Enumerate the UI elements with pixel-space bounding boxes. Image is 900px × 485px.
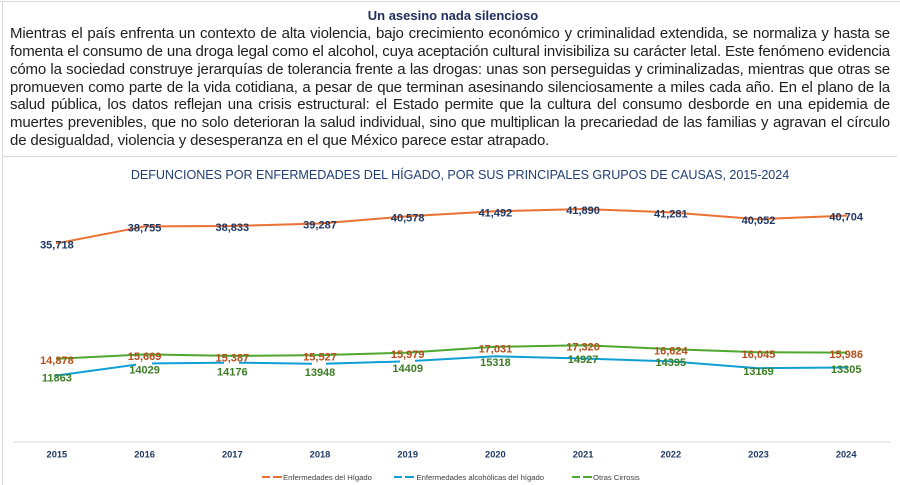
svg-text:17,031: 17,031: [479, 343, 513, 355]
svg-text:2022: 2022: [660, 450, 681, 460]
svg-text:14,878: 14,878: [40, 355, 74, 367]
svg-text:15,669: 15,669: [128, 351, 162, 363]
svg-text:39,287: 39,287: [303, 220, 337, 232]
svg-text:15318: 15318: [480, 357, 511, 369]
svg-text:16,045: 16,045: [742, 349, 776, 361]
svg-text:2015: 2015: [47, 450, 68, 460]
svg-text:15,979: 15,979: [391, 349, 425, 361]
svg-text:2019: 2019: [397, 450, 418, 460]
svg-text:2021: 2021: [573, 450, 594, 460]
svg-text:2018: 2018: [310, 450, 331, 460]
svg-text:38,755: 38,755: [128, 222, 162, 234]
svg-text:38,833: 38,833: [215, 222, 249, 234]
svg-text:13948: 13948: [305, 367, 336, 379]
svg-text:17,320: 17,320: [566, 342, 600, 354]
svg-text:14176: 14176: [217, 367, 248, 379]
svg-text:15,387: 15,387: [215, 352, 249, 364]
svg-text:2024: 2024: [836, 450, 858, 460]
svg-text:14395: 14395: [656, 357, 687, 369]
svg-text:2023: 2023: [748, 450, 769, 460]
svg-text:11863: 11863: [42, 372, 72, 384]
svg-text:15,527: 15,527: [303, 352, 337, 364]
svg-text:41,492: 41,492: [479, 207, 513, 219]
svg-text:2020: 2020: [485, 450, 506, 460]
svg-text:41,281: 41,281: [654, 208, 688, 220]
svg-text:2016: 2016: [134, 450, 155, 460]
svg-text:35,718: 35,718: [40, 239, 74, 251]
svg-text:14409: 14409: [392, 363, 423, 375]
svg-text:40,704: 40,704: [829, 212, 864, 224]
svg-text:Enfermedades alcohólicas del h: Enfermedades alcohólicas del hígado: [417, 473, 545, 482]
svg-text:16,624: 16,624: [654, 346, 689, 358]
svg-text:2017: 2017: [222, 450, 243, 460]
svg-text:13169: 13169: [743, 366, 774, 378]
svg-text:13305: 13305: [831, 364, 862, 376]
svg-text:15,986: 15,986: [829, 349, 863, 361]
svg-text:Otras Cirrosis: Otras Cirrosis: [593, 473, 640, 482]
svg-text:Enfermedades del Hígado: Enfermedades del Hígado: [283, 473, 372, 482]
svg-text:40,052: 40,052: [742, 215, 776, 227]
svg-text:14927: 14927: [568, 354, 599, 366]
svg-text:40,578: 40,578: [391, 212, 425, 224]
svg-text:14029: 14029: [129, 365, 160, 377]
svg-text:41,890: 41,890: [566, 205, 600, 217]
